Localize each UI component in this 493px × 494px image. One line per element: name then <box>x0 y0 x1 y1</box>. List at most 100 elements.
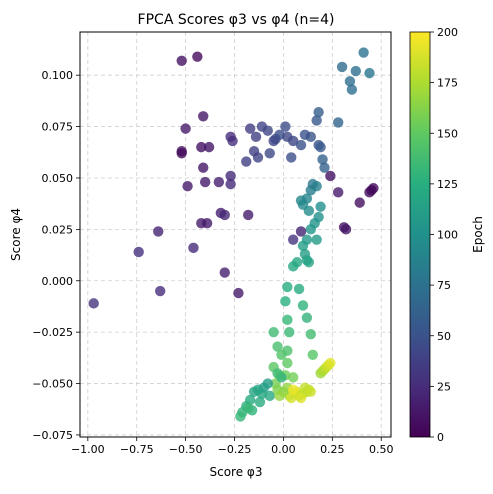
scatter-point <box>272 368 283 379</box>
scatter-point <box>282 281 293 293</box>
scatter-point <box>233 287 244 299</box>
scatter-point <box>368 183 379 194</box>
colorbar-tick-label: 125 <box>437 178 458 191</box>
scatter-point <box>254 396 266 408</box>
scatter-point <box>305 329 317 340</box>
scatter-point <box>319 162 330 173</box>
y-tick-label: 0.100 <box>42 69 74 82</box>
plot-frame <box>79 31 392 438</box>
scatter-point <box>250 131 262 143</box>
scatter-point <box>256 388 268 400</box>
colorbar-tick-label: 175 <box>437 77 458 90</box>
scatter-point <box>203 141 215 153</box>
x-tick-label: −0.75 <box>120 443 154 456</box>
scatter-point <box>313 106 324 118</box>
scatter-point <box>286 392 297 404</box>
colorbar-label: Epoch <box>471 216 485 253</box>
scatter-point <box>293 283 305 295</box>
y-tick-label: 0.000 <box>42 275 74 288</box>
x-tick-label: 0.25 <box>320 443 345 456</box>
scatter-point <box>272 341 283 352</box>
scatter-point <box>225 170 236 182</box>
scatter-point <box>295 139 307 151</box>
scatter-point <box>288 372 299 383</box>
scatter-point <box>192 51 203 62</box>
scatter-point <box>315 201 326 212</box>
scatter-point <box>243 209 254 221</box>
scatter-point <box>235 411 246 422</box>
scatter-point <box>288 234 299 245</box>
scatter-point <box>354 197 365 208</box>
y-tick-label: 0.075 <box>42 121 74 134</box>
colorbar-tick-label: 100 <box>437 229 458 242</box>
scatter-point <box>180 123 191 134</box>
scatter-point <box>297 300 309 311</box>
y-tick-label: 0.050 <box>42 172 74 185</box>
scatter-point <box>282 357 293 369</box>
scatter-point <box>303 205 315 217</box>
scatter-point <box>346 84 358 95</box>
scatter-point <box>311 115 322 126</box>
y-tick-label: −0.075 <box>32 429 73 442</box>
scatter-point <box>252 152 264 163</box>
scatter-point <box>241 156 252 167</box>
scatter-point <box>176 148 187 159</box>
scatter-point <box>325 357 336 369</box>
colorbar-tick-label: 25 <box>437 380 451 393</box>
colorbar-ticks: 0 25 50 75 100 125 150 175 200 <box>430 26 458 444</box>
scatter-point <box>244 123 256 134</box>
scatter-point <box>182 180 193 192</box>
scatter-point <box>340 224 352 235</box>
scatter-point <box>176 55 187 66</box>
scatter-point <box>315 141 326 153</box>
colorbar <box>409 31 431 438</box>
scatter-point <box>307 349 318 360</box>
x-axis-label: Score φ3 <box>210 465 263 479</box>
scatter-point <box>268 326 279 338</box>
x-tick-label: 0.50 <box>369 443 394 456</box>
scatter-point <box>201 217 213 229</box>
x-tick-label: 0.00 <box>271 443 296 456</box>
scatter-point <box>364 67 375 79</box>
scatter-point <box>188 242 199 254</box>
scatter-point <box>317 154 328 165</box>
scatter-point <box>305 131 317 143</box>
scatter-point <box>295 226 307 237</box>
scatter-point <box>198 111 209 122</box>
scatter-point <box>336 61 348 73</box>
scatter-point <box>225 131 236 143</box>
scatter-point <box>288 261 299 272</box>
scatter-point <box>219 267 230 278</box>
colorbar-tick-label: 75 <box>437 279 451 292</box>
scatter-point <box>280 296 291 307</box>
scatter-point <box>305 386 317 397</box>
scatter-point <box>332 117 344 128</box>
points-layer <box>88 47 379 422</box>
scatter-point <box>288 384 299 395</box>
scatter-point <box>311 234 322 245</box>
scatter-point <box>274 129 285 140</box>
scatter-point <box>154 285 166 297</box>
scatter-point <box>133 246 144 258</box>
scatter-point <box>358 47 369 58</box>
colorbar-tick-label: 200 <box>437 26 458 39</box>
x-tick-label: −1.00 <box>71 443 105 456</box>
scatter-point <box>225 178 236 190</box>
scatter-point <box>88 298 99 309</box>
scatter-point <box>332 187 344 198</box>
scatter-point <box>350 65 361 77</box>
y-axis: −0.075 −0.050 −0.025 0.000 0.025 0.050 0.075 0.… <box>32 69 80 442</box>
scatter-point <box>282 314 293 326</box>
scatter-point <box>295 392 307 404</box>
y-tick-label: −0.050 <box>32 378 73 391</box>
y-tick-label: −0.025 <box>32 326 73 339</box>
colorbar-tick-label: 0 <box>437 431 444 444</box>
scatter-point <box>219 209 230 221</box>
scatter-point <box>284 326 295 338</box>
scatter-point <box>311 180 322 192</box>
colorbar-tick-label: 50 <box>437 330 451 343</box>
chart-title: FPCA Scores φ3 vs φ4 (n=4) <box>138 12 335 28</box>
scatter-point <box>153 226 164 237</box>
